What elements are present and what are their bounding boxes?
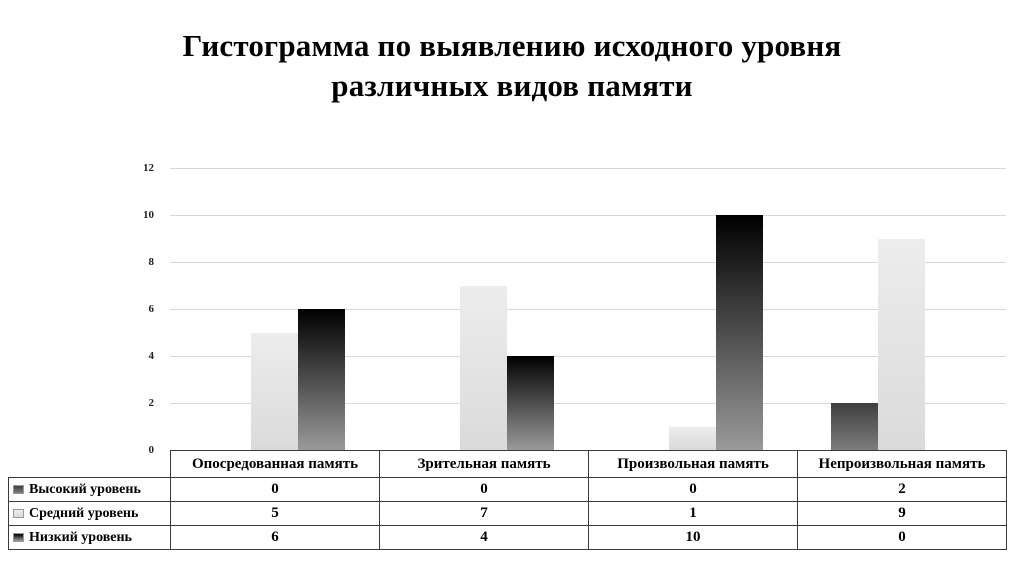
y-tick-label: 12 <box>143 162 154 174</box>
table-corner <box>9 451 171 478</box>
row-label-cell: Высокий уровень <box>8 477 171 502</box>
gridline <box>170 215 1006 216</box>
bar <box>831 403 878 450</box>
y-tick-label: 4 <box>148 350 155 362</box>
y-tick-label: 8 <box>148 256 155 268</box>
gridline <box>170 168 1006 169</box>
bar <box>669 426 716 450</box>
row-label-cell: Средний уровень <box>8 501 171 526</box>
gridline <box>170 356 1006 357</box>
row-label-cell: Низкий уровень <box>8 525 171 550</box>
table-header-row: Опосредованная память Зрительная память Пр… <box>9 450 1007 478</box>
bar <box>251 332 298 450</box>
y-tick-label: 2 <box>148 397 155 409</box>
data-table-wrap: Опосредованная память Зрительная память Пр… <box>8 450 1007 550</box>
value-cell: 2 <box>797 477 1007 502</box>
gridline <box>170 262 1006 263</box>
series-name: Низкий уровень <box>29 529 132 545</box>
bar <box>716 215 763 450</box>
table-header-cell: Непроизвольная память <box>797 450 1007 478</box>
value-cell: 7 <box>379 501 589 526</box>
chart-title: Гистограмма по выявлению исходного уровн… <box>182 28 842 103</box>
bar <box>460 285 507 450</box>
table-header-cell: Произвольная память <box>588 450 798 478</box>
bar <box>298 309 345 450</box>
y-tick-label: 6 <box>148 303 155 315</box>
value-cell: 0 <box>588 477 798 502</box>
value-cell: 0 <box>797 525 1007 550</box>
y-axis: 0 2 4 6 8 10 12 <box>118 162 160 456</box>
y-tick-label: 10 <box>143 209 154 221</box>
table-row: Средний уровень 5 7 1 9 <box>8 501 1007 526</box>
value-cell: 4 <box>379 525 589 550</box>
legend-swatch <box>13 533 24 542</box>
row-label-inner: Низкий уровень <box>11 530 168 546</box>
row-label-inner: Высокий уровень <box>11 482 168 498</box>
legend-swatch <box>13 509 24 518</box>
value-cell: 10 <box>588 525 798 550</box>
row-label-inner: Средний уровень <box>11 506 168 522</box>
value-cell: 0 <box>379 477 589 502</box>
data-table: Опосредованная память Зрительная память Пр… <box>8 450 1007 550</box>
y-tick-label: 0 <box>148 444 155 456</box>
gridline <box>170 309 1006 310</box>
plot-area <box>170 168 1006 451</box>
bar <box>507 356 554 450</box>
legend-swatch <box>13 485 24 494</box>
value-cell: 5 <box>170 501 380 526</box>
series-name: Средний уровень <box>29 505 139 521</box>
bar <box>878 238 925 450</box>
value-cell: 6 <box>170 525 380 550</box>
table-header-cell: Опосредованная память <box>170 450 380 478</box>
value-cell: 1 <box>588 501 798 526</box>
value-cell: 0 <box>170 477 380 502</box>
table-row: Высокий уровень 0 0 0 2 <box>8 477 1007 502</box>
table-row: Низкий уровень 6 4 10 0 <box>8 525 1007 550</box>
gridline <box>170 403 1006 404</box>
table-header-cell: Зрительная память <box>379 450 589 478</box>
series-name: Высокий уровень <box>29 481 141 497</box>
value-cell: 9 <box>797 501 1007 526</box>
